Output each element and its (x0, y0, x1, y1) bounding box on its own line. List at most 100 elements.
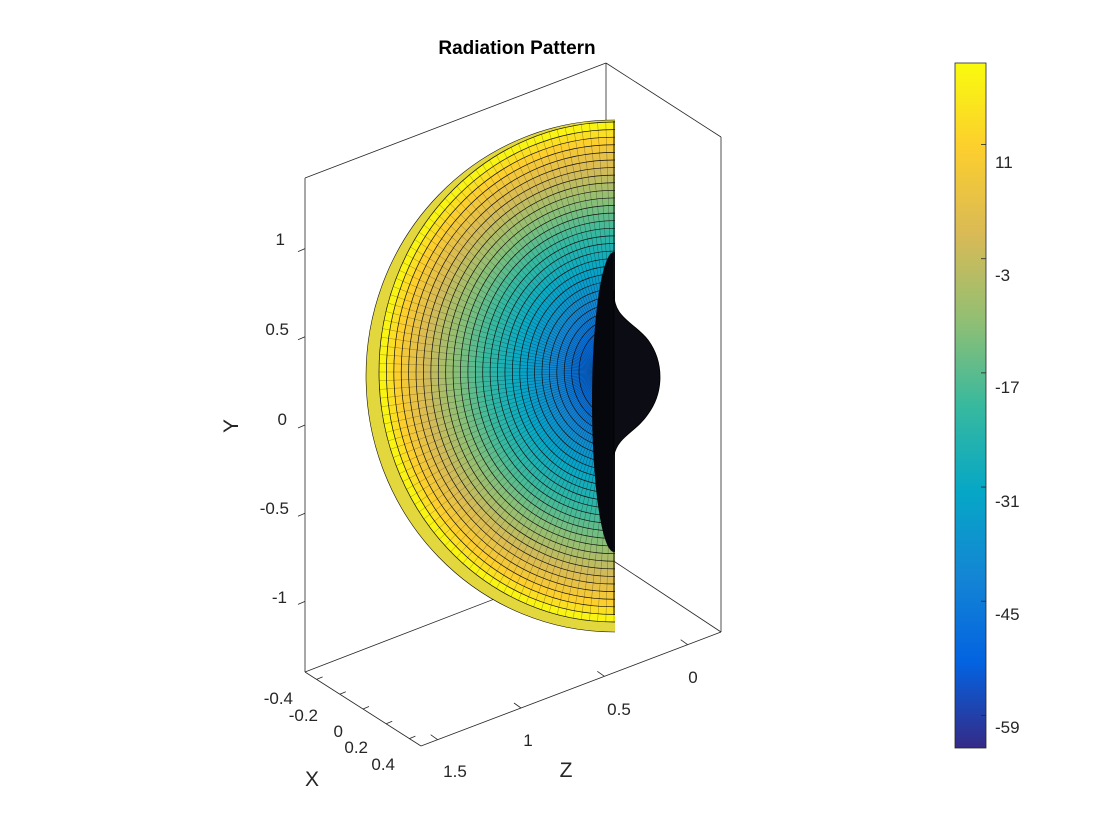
surface-mesh-line (393, 371, 615, 458)
y-tick (297, 248, 306, 252)
surface-mesh-line (419, 232, 615, 373)
surface-mesh-line (380, 371, 615, 399)
x-tick (339, 691, 346, 695)
surface-mesh-line (469, 174, 615, 373)
surface-mesh-line (450, 192, 615, 373)
surface-mesh-line (379, 371, 615, 390)
z-tick (597, 671, 605, 677)
surface-mesh-line (444, 371, 615, 546)
y-tick (297, 336, 306, 341)
surface-mesh-line (410, 371, 615, 498)
colorbar-tick-label: -3 (995, 266, 1010, 285)
surface-mesh-line (384, 371, 615, 425)
surface-mesh-line (414, 239, 615, 373)
surface-mesh-line (456, 371, 615, 558)
surface-mesh-line (379, 354, 615, 373)
x-tick (409, 735, 416, 739)
surface-mesh-line (388, 371, 615, 442)
surface-mesh-line (402, 262, 615, 373)
chart-title: Radiation Pattern (438, 38, 595, 59)
surface-mesh-line (385, 371, 615, 433)
surface-mesh-line (469, 371, 615, 570)
x-tick-label: 0 (334, 722, 343, 741)
surface-mesh-line (390, 371, 615, 450)
radiation-surface (365, 119, 661, 633)
surface-mesh-line (433, 211, 615, 373)
surface-mesh-line (380, 345, 615, 373)
surface-mesh-line (489, 159, 615, 373)
x-tick-label: 0.4 (371, 755, 395, 774)
surface-mesh-line (384, 319, 615, 373)
colorbar-tick-label: 11 (995, 153, 1013, 172)
surface-mesh-line (423, 224, 615, 373)
y-tick (297, 424, 306, 429)
surface-mesh-line (379, 371, 615, 381)
z-tick-label: 0.5 (607, 700, 631, 719)
colorbar-tick-label: -31 (995, 492, 1020, 511)
y-tick (297, 512, 306, 517)
surface-mesh-line (423, 371, 615, 520)
surface-mesh-line (402, 371, 615, 482)
surface-mesh-line (406, 371, 615, 490)
surface-mesh-line (396, 371, 615, 466)
x-tick (362, 706, 370, 710)
z-tick (430, 734, 438, 740)
x-tick-label: -0.2 (289, 706, 318, 725)
surface-mesh-line (444, 198, 615, 373)
y-tick-label: 0.5 (265, 320, 289, 339)
colorbar-tick-label: -17 (995, 378, 1020, 397)
x-tick (386, 720, 393, 725)
surface-mesh-line (450, 371, 615, 552)
surface-mesh-line (439, 371, 615, 540)
x-axis-label: X (305, 768, 319, 791)
surface-mesh-line (475, 169, 615, 373)
y-axis: 1 0.5 0 -0.5 -1 Y (220, 230, 306, 607)
surface-rings (365, 119, 615, 633)
x-axis: -0.4 -0.2 0 0.2 0.4 X (264, 676, 416, 791)
surface-mesh-line (475, 371, 615, 575)
y-tick-label: 1 (276, 230, 285, 249)
surface-mesh-line (381, 337, 615, 373)
surface-mesh-line (388, 302, 615, 373)
surface-mesh-line (462, 371, 615, 564)
surface-mesh-line (381, 371, 615, 407)
surface-mesh-line (379, 363, 615, 373)
surface-mesh-line (410, 246, 615, 373)
surface-mesh-line (462, 180, 615, 373)
z-tick-label: 0 (688, 668, 697, 687)
x-tick-label: 0.2 (344, 738, 368, 757)
colorbar-tick-label: -45 (995, 605, 1020, 624)
z-tick (680, 639, 688, 645)
y-tick-label: -0.5 (260, 499, 289, 518)
surface-mesh-line (433, 371, 615, 533)
surface-mesh-line (456, 186, 615, 373)
z-tick (513, 702, 522, 709)
y-axis-label: Y (220, 419, 243, 433)
colorbar: 11 -3 -17 -31 -45 -59 (954, 62, 1020, 749)
colorbar-tick-label: -59 (995, 718, 1020, 737)
surface-mesh-line (393, 286, 615, 373)
surface-mesh-line (428, 371, 615, 527)
surface-bulge (613, 289, 661, 456)
surface-mesh-line (390, 294, 615, 373)
surface-mesh-line (406, 254, 615, 373)
surface-mesh-line (399, 270, 615, 373)
surface-mesh-line (428, 217, 615, 373)
z-axis-label: Z (560, 759, 573, 782)
x-tick-label: -0.4 (264, 689, 293, 708)
y-tick-label: -1 (272, 588, 287, 607)
x-tick (316, 676, 323, 680)
surface-mesh-line (482, 164, 615, 373)
z-tick-label: 1.5 (443, 762, 467, 781)
surface-mesh-line (439, 204, 615, 373)
surface-core (592, 252, 615, 552)
colorbar-body (954, 62, 987, 749)
surface-mesh-line (414, 371, 615, 505)
surface-mesh-line (399, 371, 615, 474)
surface-mesh-line (396, 278, 615, 373)
y-tick (297, 601, 306, 605)
surface-mesh-line (385, 311, 615, 373)
z-axis: 0 0.5 1 1.5 Z (430, 639, 698, 782)
z-tick-label: 1 (523, 731, 532, 750)
